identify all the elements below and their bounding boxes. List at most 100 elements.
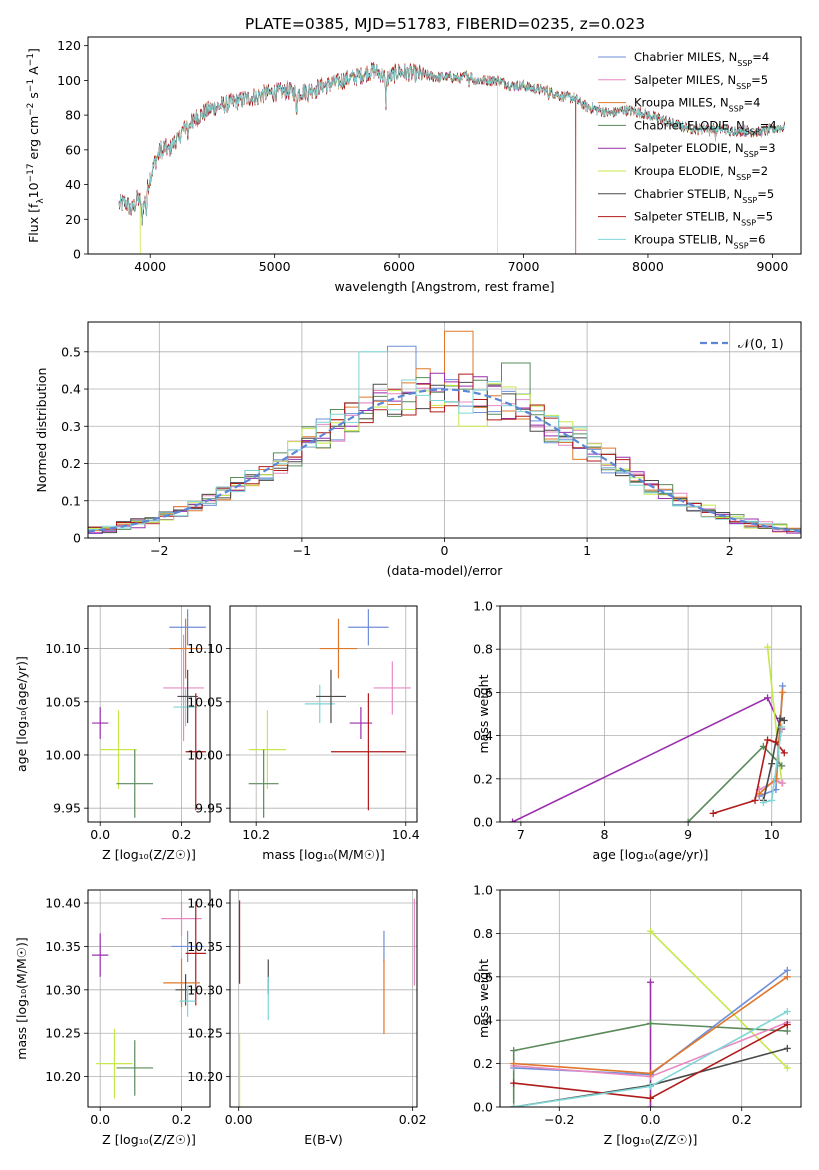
weight-line bbox=[512, 1022, 788, 1107]
x-tick-label: 10.2 bbox=[242, 827, 270, 842]
y-tick-label: 10.25 bbox=[45, 1026, 81, 1041]
weight-lines bbox=[509, 643, 788, 822]
x-tick-label: 6000 bbox=[383, 259, 415, 274]
x-tick-label: 0.0 bbox=[90, 1112, 110, 1127]
histogram-series bbox=[88, 381, 801, 538]
y-axis-label: age [log₁₀(age/yr)] bbox=[14, 656, 29, 772]
legend-entry: Chabrier STELIB, NSSP=5 bbox=[634, 187, 774, 205]
y-tick-label: 10.40 bbox=[187, 896, 223, 911]
y-tick-label: 0.8 bbox=[473, 642, 493, 657]
normal-pdf-curve bbox=[88, 388, 801, 533]
x-tick-label: 10 bbox=[764, 827, 780, 842]
mass-vs-ebv-panel: 0.00 0.02 10.20 10.25 10.30 10.35 10.40 E(B-V) bbox=[187, 889, 427, 1147]
y-tick-label: 0.0 bbox=[473, 815, 493, 830]
x-tick-label: 0 bbox=[441, 543, 449, 558]
figure-title: PLATE=0385, MJD=51783, FIBERID=0235, z=0… bbox=[245, 15, 645, 33]
x-tick-label: 0.2 bbox=[732, 1112, 752, 1127]
x-tick-label: 8 bbox=[601, 827, 609, 842]
y-tick-label: 0.4 bbox=[473, 728, 493, 743]
y-tick-label: 20 bbox=[65, 212, 81, 227]
axes-frame bbox=[87, 36, 802, 255]
x-tick-label: 7 bbox=[517, 827, 525, 842]
x-tick-label: 1 bbox=[583, 543, 591, 558]
y-axis-label: Flux [fλ10−17 erg cm−2 s−1 A−1] bbox=[26, 48, 46, 243]
y-tick-label: 0.4 bbox=[473, 1013, 493, 1028]
y-tick-label: 0.5 bbox=[61, 344, 81, 359]
legend-entry: Salpeter MILES, NSSP=5 bbox=[634, 73, 768, 91]
legend-entry: Kroupa ELODIE, NSSP=2 bbox=[634, 164, 768, 182]
y-tick-label: 0.2 bbox=[61, 456, 81, 471]
x-tick-label: 5000 bbox=[259, 259, 291, 274]
y-tick-label: 10.25 bbox=[187, 1026, 223, 1041]
y-tick-label: 10.35 bbox=[187, 939, 223, 954]
errorbars bbox=[248, 609, 412, 818]
x-axis-label: mass [log₁₀(M/M☉)] bbox=[262, 847, 384, 862]
x-axis-label: E(B-V) bbox=[304, 1132, 343, 1147]
mass-weight-vs-age-panel: 7 8 9 10 0.0 0.2 0.4 0.6 0.8 1.0 age [log₁₀(age/yr… bbox=[473, 599, 802, 862]
y-tick-label: 0 bbox=[73, 531, 81, 546]
axes-frame bbox=[87, 889, 211, 1108]
weight-lines bbox=[510, 927, 791, 1107]
histogram-series bbox=[88, 351, 801, 538]
y-tick-label: 1.0 bbox=[473, 883, 493, 898]
x-tick-label: 0.0 bbox=[90, 827, 110, 842]
x-tick-label: 9000 bbox=[756, 259, 788, 274]
y-tick-label: 80 bbox=[65, 108, 81, 123]
weight-line bbox=[649, 930, 788, 1069]
legend: Chabrier MILES, NSSP=4 Salpeter MILES, NS… bbox=[598, 50, 777, 250]
y-axis-label: mass weight bbox=[476, 674, 491, 753]
axes-frame bbox=[87, 605, 211, 823]
x-tick-label: 2 bbox=[726, 543, 734, 558]
histograms bbox=[88, 330, 801, 538]
x-tick-label: −0.2 bbox=[544, 1112, 574, 1127]
x-tick-label: −2 bbox=[150, 543, 168, 558]
y-tick-label: 120 bbox=[57, 38, 81, 53]
x-axis-label: age [log₁₀(age/yr)] bbox=[593, 847, 709, 862]
x-tick-label: 0.0 bbox=[641, 1112, 661, 1127]
x-axis-label: Z [log₁₀(Z/Z☉)] bbox=[604, 1132, 698, 1147]
y-tick-label: 0.2 bbox=[473, 771, 493, 786]
y-tick-label: 10.40 bbox=[45, 896, 81, 911]
y-tick-label: 10.35 bbox=[45, 939, 81, 954]
spectrum-panel: 4000 5000 6000 7000 8000 9000 0 20 40 60 80 100 120 w… bbox=[26, 36, 802, 294]
mass-weight-vs-Z-panel: −0.2 0.0 0.2 0.0 0.2 0.4 0.6 0.8 1.0 Z [log₁₀(Z/Z… bbox=[473, 883, 802, 1147]
x-tick-label: 0.00 bbox=[225, 1112, 253, 1127]
y-tick-label: 40 bbox=[65, 177, 81, 192]
y-tick-label: 1.0 bbox=[473, 599, 493, 614]
legend-entry: Kroupa STELIB, NSSP=6 bbox=[634, 232, 765, 250]
y-tick-label: 0.4 bbox=[61, 382, 81, 397]
y-tick-label: 9.95 bbox=[53, 801, 81, 816]
age-vs-mass-panel: 10.2 10.4 9.95 10.00 10.05 10.10 mass [log₁₀(M… bbox=[187, 605, 420, 862]
errorbars bbox=[92, 609, 206, 818]
x-tick-label: 0.2 bbox=[172, 827, 192, 842]
y-axis-label: mass [log₁₀(M/M☉)] bbox=[14, 937, 29, 1059]
y-tick-label: 10.05 bbox=[187, 694, 223, 709]
axes-frame bbox=[499, 889, 802, 1108]
legend-entry: Chabrier ELODIE, NSSP=4 bbox=[634, 118, 777, 136]
axes-frame bbox=[229, 889, 418, 1108]
y-tick-label: 100 bbox=[57, 73, 81, 88]
x-axis-label: Z [log₁₀(Z/Z☉)] bbox=[102, 847, 196, 862]
y-tick-label: 0.3 bbox=[61, 419, 81, 434]
legend-entry: Salpeter STELIB, NSSP=5 bbox=[634, 210, 773, 228]
x-axis-label: wavelength [Angstrom, rest frame] bbox=[334, 279, 554, 294]
y-tick-label: 10.05 bbox=[45, 694, 81, 709]
residuals-panel: −2 −1 0 1 2 0 0.1 0.2 0.3 0.4 0.5 (data-model)/erro… bbox=[34, 321, 802, 578]
age-vs-Z-panel: 0.0 0.2 9.95 10.00 10.05 10.10 Z [log₁₀(Z/Z☉)]… bbox=[14, 605, 211, 862]
spectrum-line bbox=[118, 64, 785, 227]
axes-frame bbox=[87, 321, 802, 539]
axes-frame bbox=[229, 605, 418, 823]
y-tick-label: 0.2 bbox=[473, 1056, 493, 1071]
y-tick-label: 9.95 bbox=[195, 801, 223, 816]
y-tick-label: 10.00 bbox=[187, 747, 223, 762]
y-tick-label: 10.30 bbox=[45, 982, 81, 997]
x-tick-label: 0.02 bbox=[399, 1112, 427, 1127]
weight-line bbox=[766, 646, 783, 784]
x-tick-label: −1 bbox=[293, 543, 311, 558]
mass-vs-Z-panel: 0.0 0.2 10.20 10.25 10.30 10.35 10.40 Z [log₁₀(… bbox=[14, 889, 211, 1147]
x-axis-label: Z [log₁₀(Z/Z☉)] bbox=[102, 1132, 196, 1147]
y-tick-label: 60 bbox=[65, 142, 81, 157]
legend-entry: Chabrier MILES, NSSP=4 bbox=[634, 50, 769, 68]
legend-entry: 𝒩(0, 1) bbox=[738, 336, 784, 351]
